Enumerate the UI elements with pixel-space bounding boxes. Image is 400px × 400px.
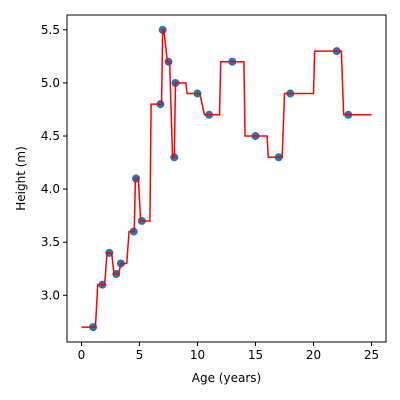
- y-tick-label: 4.0: [41, 182, 60, 196]
- plot-area: [81, 25, 372, 332]
- y-tick-label: 3.5: [41, 235, 60, 249]
- x-tick-label: 25: [364, 348, 379, 362]
- y-axis-label: Height (m): [14, 146, 28, 211]
- y-tick-label: 5.5: [41, 23, 60, 37]
- y-tick-label: 3.0: [41, 288, 60, 302]
- x-tick-label: 0: [78, 348, 86, 362]
- y-tick-label: 5.0: [41, 76, 60, 90]
- step-line: [81, 29, 372, 328]
- axis-ticks: 0 5 10 15 20 25 3.0 3.5 4.0 4.5 5.0 5.5: [41, 23, 379, 362]
- x-tick-label: 5: [136, 348, 144, 362]
- axes-frame: [66, 14, 387, 343]
- y-tick-label: 4.5: [41, 129, 60, 143]
- x-tick-label: 15: [248, 348, 263, 362]
- x-axis-label: Age (years): [192, 371, 261, 385]
- x-tick-label: 10: [190, 348, 205, 362]
- x-tick-label: 20: [306, 348, 321, 362]
